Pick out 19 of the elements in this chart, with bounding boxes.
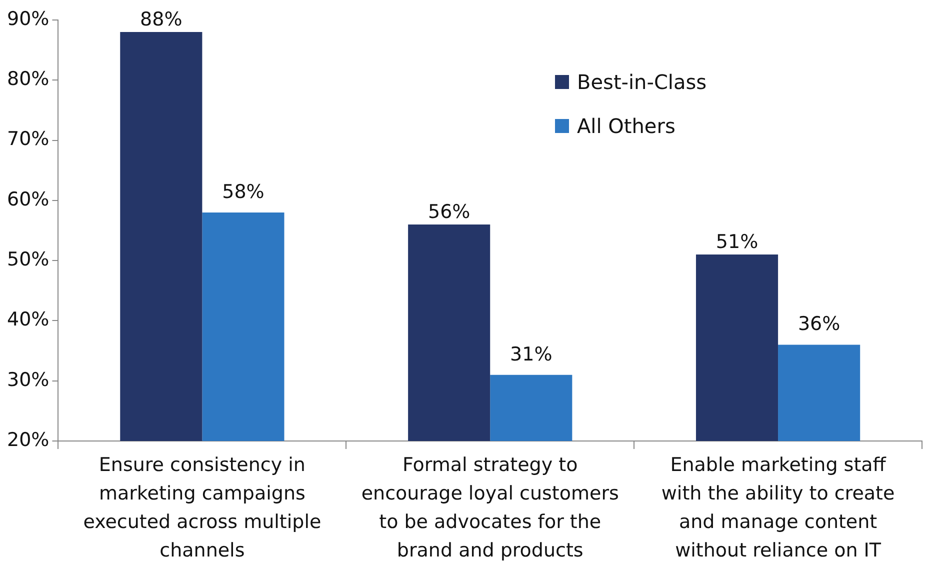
x-tick-label: Ensure consistency in marketing campaigns executed across multiple channels: [83, 454, 322, 562]
data-label: 56%: [428, 200, 470, 223]
y-tick-label: 90%: [6, 8, 50, 30]
y-tick-label: 80%: [6, 68, 50, 90]
y-tick-label: 40%: [6, 308, 50, 331]
y-tick-label: 20%: [6, 428, 50, 451]
y-tick-label: 50%: [6, 248, 50, 271]
x-tick-label: Enable marketing staff with the ability to create and manage content without reliance on IT: [661, 454, 895, 562]
legend-label: Best-in-Class: [577, 70, 707, 94]
legend-label: All Others: [577, 114, 676, 138]
data-label: 88%: [140, 8, 182, 30]
data-label: 51%: [716, 230, 758, 253]
x-tick-label: Formal strategy to encourage loyal customers to be advocates for the brand and products: [361, 454, 619, 562]
data-label: 36%: [798, 313, 840, 336]
y-tick-label: 60%: [6, 188, 50, 210]
y-tick-label: 30%: [6, 368, 50, 391]
data-label: 31%: [510, 343, 552, 366]
y-tick-label: 70%: [6, 128, 50, 150]
data-label: 58%: [222, 180, 264, 203]
